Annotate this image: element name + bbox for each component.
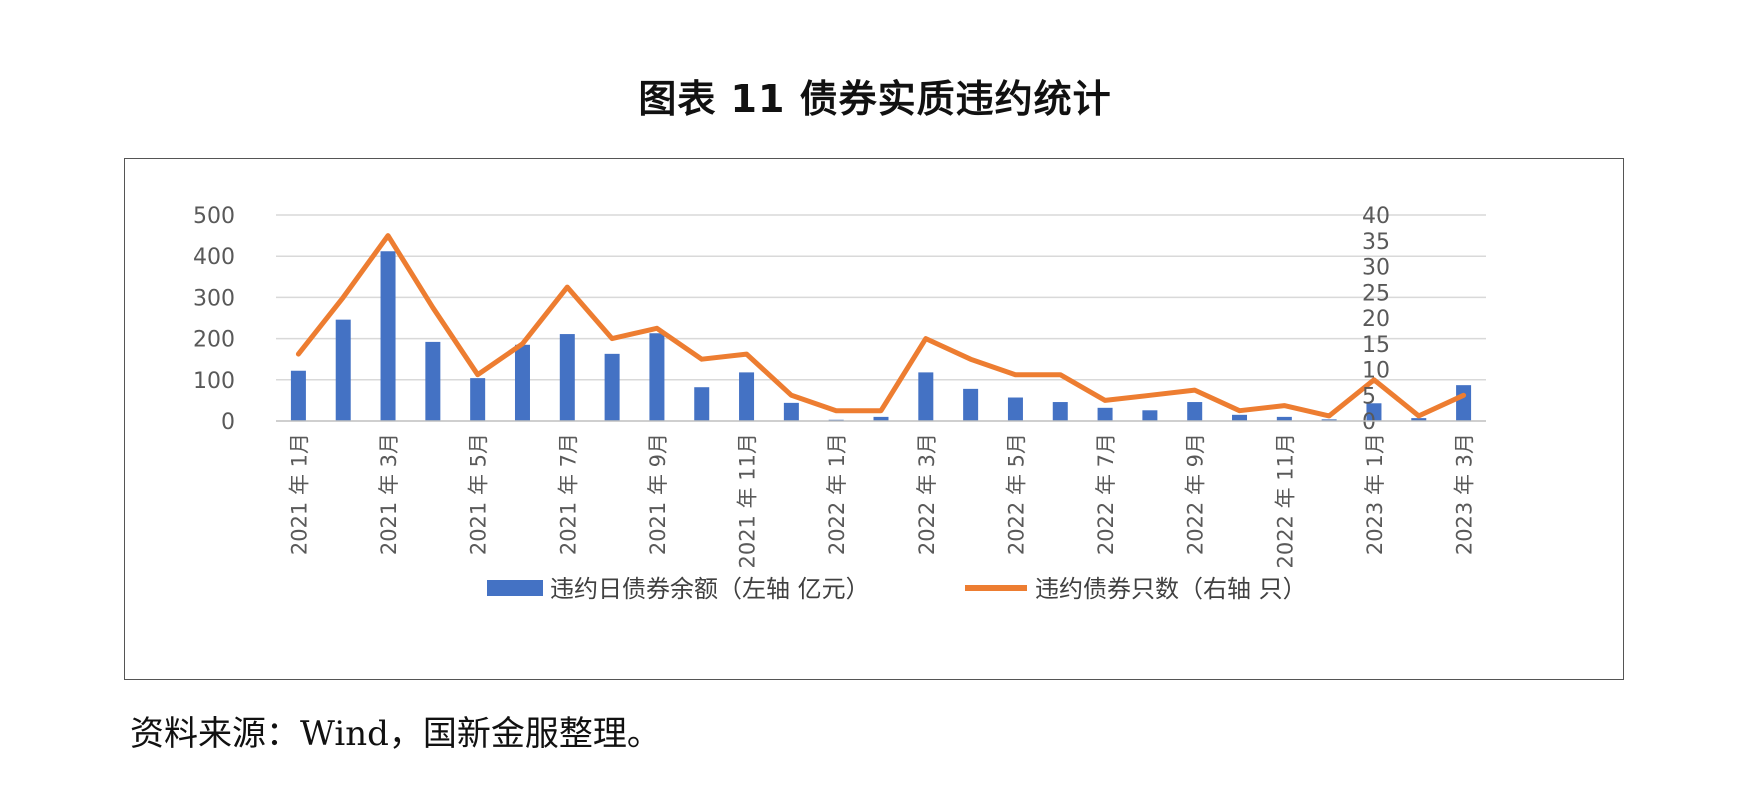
x-tick-label: 2021 年 11月 — [736, 433, 760, 569]
y-left-tick-label: 100 — [193, 369, 235, 394]
bar — [290, 370, 306, 421]
y-right-tick-label: 40 — [1362, 204, 1390, 229]
y-right-tick-label: 20 — [1362, 307, 1390, 332]
y-right-tick-label: 15 — [1362, 333, 1390, 358]
bar — [783, 402, 799, 421]
x-tick-label: 2021 年 7月 — [556, 433, 580, 555]
bar — [1276, 416, 1292, 421]
x-tick-label: 2023 年 1月 — [1363, 433, 1387, 555]
x-tick-label: 2023 年 3月 — [1453, 433, 1477, 555]
x-tick-label: 2021 年 3月 — [377, 433, 401, 555]
y-left-tick-label: 300 — [193, 286, 235, 311]
y-left-tick-label: 0 — [221, 410, 235, 435]
legend-bar-label: 违约日债券余额（左轴 亿元） — [550, 575, 870, 603]
y-left-tick-label: 200 — [193, 328, 235, 353]
y-left-tick-label: 400 — [193, 245, 235, 270]
x-tick-label: 2021 年 9月 — [646, 433, 670, 555]
x-tick-label: 2021 年 5月 — [467, 433, 491, 555]
bar — [604, 353, 620, 421]
bar — [1187, 402, 1203, 421]
y-right-tick-label: 35 — [1362, 230, 1390, 255]
bar — [1321, 419, 1337, 421]
bar — [425, 341, 441, 421]
legend: 违约日债券余额（左轴 亿元） 违约债券只数（右轴 只） — [487, 575, 1307, 603]
bar — [559, 334, 575, 421]
bar — [470, 378, 486, 421]
bar — [1456, 385, 1472, 421]
bar — [649, 333, 665, 421]
bar — [514, 344, 530, 421]
chart-title: 图表 11 债券实质违约统计 — [638, 77, 1112, 121]
grid-lines — [276, 214, 1486, 381]
x-tick-label: 2021 年 1月 — [287, 433, 311, 555]
x-tick-label: 2022 年 11月 — [1273, 433, 1297, 569]
bar — [380, 251, 396, 421]
bar — [873, 416, 889, 421]
bar — [739, 372, 755, 421]
x-tick-label: 2022 年 7月 — [1094, 433, 1118, 555]
y-right-tick-label: 5 — [1362, 384, 1376, 409]
line-series — [295, 233, 1467, 419]
x-tick-label: 2022 年 3月 — [915, 433, 939, 555]
bar — [1366, 403, 1382, 421]
y-right-tick-label: 10 — [1362, 359, 1390, 384]
bar — [1007, 397, 1023, 421]
y-left-tick-label: 500 — [193, 204, 235, 229]
bar — [1052, 402, 1068, 421]
x-tick-label: 2022 年 5月 — [1004, 433, 1028, 555]
bar — [694, 387, 710, 421]
x-tick-label: 2022 年 1月 — [825, 433, 849, 555]
bar — [1097, 407, 1113, 421]
bar — [335, 319, 351, 421]
chart-frame: 0 100 200 300 400 500 0 5 10 15 20 25 30 35 40 2021 年 1… — [124, 158, 1624, 680]
bar — [918, 372, 934, 421]
legend-bar-swatch — [487, 580, 543, 596]
legend-line-label: 违约债券只数（右轴 只） — [1035, 575, 1307, 603]
bar-series — [290, 251, 1472, 421]
bar — [963, 388, 979, 421]
source-note: 资料来源：Wind，国新金服整理。 — [130, 714, 661, 754]
bar — [1142, 410, 1158, 421]
x-tick-label: 2022 年 9月 — [1184, 433, 1208, 555]
y-right-tick-label: 0 — [1362, 410, 1376, 435]
y-right-tick-label: 30 — [1362, 256, 1390, 281]
bar — [1411, 418, 1427, 421]
bar — [1232, 414, 1248, 421]
y-right-tick-label: 25 — [1362, 281, 1390, 306]
